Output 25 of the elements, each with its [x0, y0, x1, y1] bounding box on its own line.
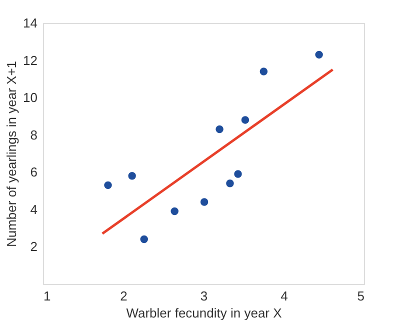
point	[200, 198, 208, 206]
point	[260, 68, 268, 76]
x-tick-label: 1	[44, 288, 51, 304]
point	[226, 179, 234, 188]
point	[315, 50, 323, 59]
y-tick-label: 6	[30, 164, 38, 180]
x-tick-label: 3	[200, 288, 208, 304]
point	[234, 170, 242, 178]
point	[170, 207, 178, 216]
y-tick-label: 2	[30, 239, 38, 254]
x-tick-label: 2	[120, 288, 128, 304]
point	[128, 172, 136, 180]
x-tick-label: 5	[357, 288, 364, 304]
y-tick-label: 4	[30, 202, 38, 217]
y-tick-label: 14	[23, 16, 38, 30]
point	[241, 116, 250, 124]
y-tick-label: 10	[23, 90, 38, 106]
x-axis-title: Warbler fecundity in year X	[126, 306, 282, 320]
y-tick-label: 12	[23, 52, 38, 68]
y-tick-label: 8	[30, 127, 38, 142]
y-axis-title: Number of yearlings in year X+1	[4, 60, 20, 248]
point	[104, 181, 112, 190]
x-tick-label: 4	[280, 288, 288, 304]
point	[216, 125, 224, 134]
point	[140, 235, 148, 244]
